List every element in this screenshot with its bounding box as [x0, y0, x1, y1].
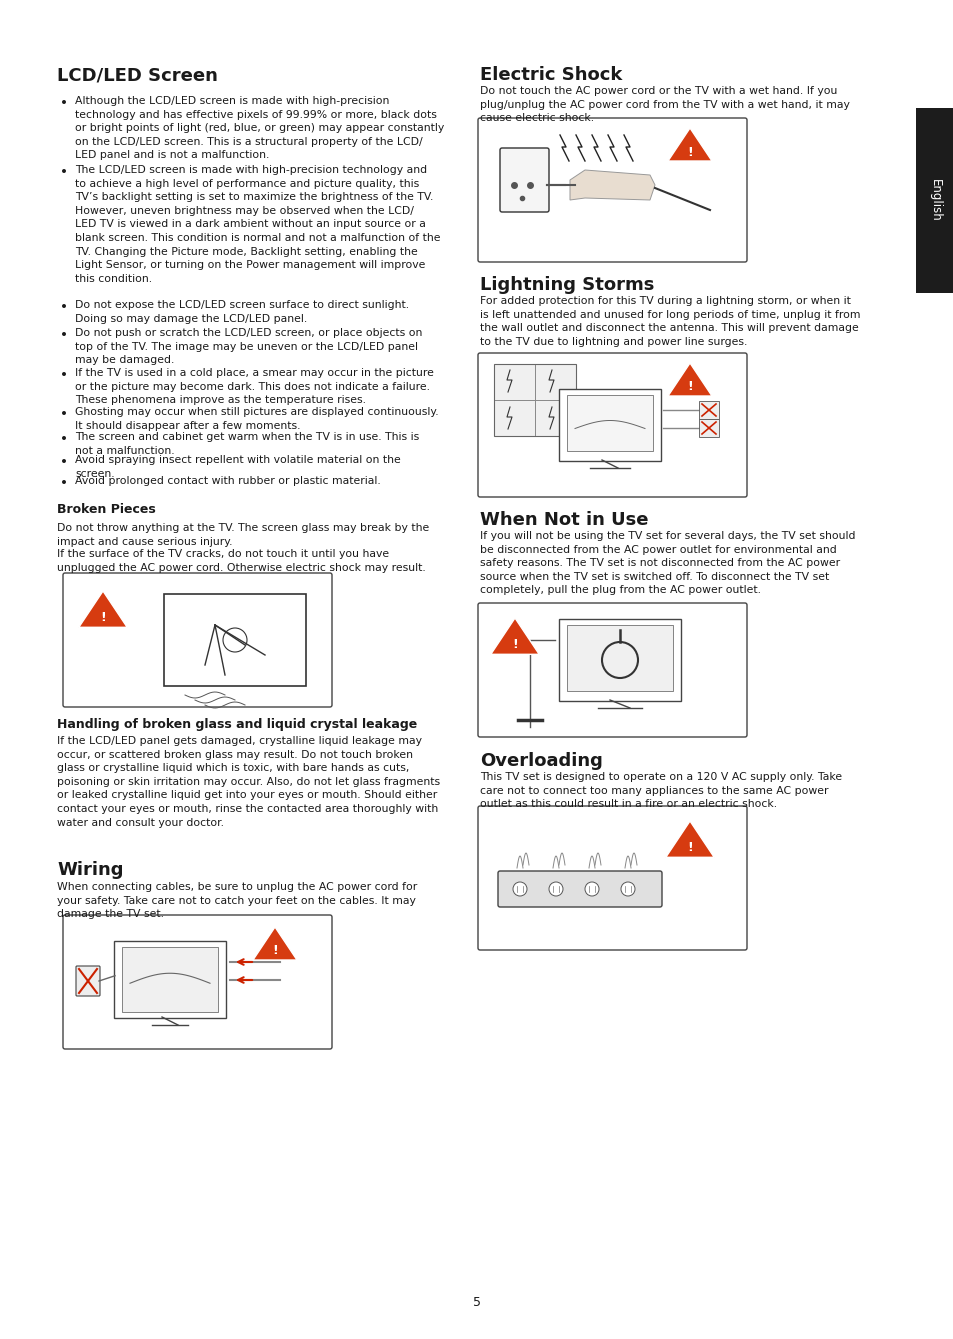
Text: Do not touch the AC power cord or the TV with a wet hand. If you
plug/unplug the: Do not touch the AC power cord or the TV… — [479, 86, 849, 123]
FancyBboxPatch shape — [164, 595, 306, 686]
FancyBboxPatch shape — [699, 400, 719, 419]
FancyBboxPatch shape — [915, 108, 953, 293]
FancyBboxPatch shape — [63, 915, 332, 1048]
Text: •: • — [60, 407, 68, 420]
FancyBboxPatch shape — [499, 149, 548, 212]
Text: Avoid prolonged contact with rubber or plastic material.: Avoid prolonged contact with rubber or p… — [75, 475, 380, 486]
FancyBboxPatch shape — [494, 364, 576, 437]
Text: Overloading: Overloading — [479, 753, 602, 770]
Text: If you will not be using the TV set for several days, the TV set should
be disco: If you will not be using the TV set for … — [479, 532, 855, 596]
Text: 5: 5 — [473, 1296, 480, 1310]
Text: !: ! — [686, 380, 692, 394]
Text: Although the LCD/LED screen is made with high-precision
technology and has effec: Although the LCD/LED screen is made with… — [75, 96, 444, 161]
Circle shape — [513, 882, 526, 896]
FancyBboxPatch shape — [76, 965, 100, 996]
Text: •: • — [60, 300, 68, 315]
Text: When connecting cables, be sure to unplug the AC power cord for
your safety. Tak: When connecting cables, be sure to unplu… — [57, 882, 416, 919]
Text: •: • — [60, 432, 68, 446]
Text: •: • — [60, 368, 68, 382]
Circle shape — [548, 882, 562, 896]
Text: Do not throw anything at the TV. The screen glass may break by the
impact and ca: Do not throw anything at the TV. The scr… — [57, 524, 429, 546]
Text: •: • — [60, 328, 68, 341]
Text: Ghosting may occur when still pictures are displayed continuously.
It should dis: Ghosting may occur when still pictures a… — [75, 407, 438, 431]
Text: Avoid spraying insect repellent with volatile material on the
screen.: Avoid spraying insect repellent with vol… — [75, 455, 400, 478]
FancyBboxPatch shape — [566, 395, 652, 451]
Text: !: ! — [100, 611, 106, 624]
Text: •: • — [60, 455, 68, 469]
FancyBboxPatch shape — [477, 353, 746, 497]
Polygon shape — [253, 927, 296, 960]
Circle shape — [584, 882, 598, 896]
Text: The LCD/LED screen is made with high-precision technology and
to achieve a high : The LCD/LED screen is made with high-pre… — [75, 165, 440, 284]
Text: Do not push or scratch the LCD/LED screen, or place objects on
top of the TV. Th: Do not push or scratch the LCD/LED scree… — [75, 328, 422, 366]
FancyBboxPatch shape — [477, 806, 746, 949]
Text: If the TV is used in a cold place, a smear may occur in the picture
or the pictu: If the TV is used in a cold place, a sme… — [75, 368, 434, 406]
FancyBboxPatch shape — [497, 870, 661, 907]
Polygon shape — [665, 821, 714, 857]
Text: Handling of broken glass and liquid crystal leakage: Handling of broken glass and liquid crys… — [57, 718, 416, 731]
Text: !: ! — [686, 146, 692, 158]
Text: English: English — [927, 179, 941, 222]
FancyBboxPatch shape — [63, 573, 332, 707]
FancyBboxPatch shape — [113, 941, 226, 1018]
Text: For added protection for this TV during a lightning storm, or when it
is left un: For added protection for this TV during … — [479, 296, 860, 347]
Polygon shape — [79, 590, 127, 627]
FancyBboxPatch shape — [122, 947, 218, 1012]
Text: Lightning Storms: Lightning Storms — [479, 276, 654, 295]
Text: !: ! — [512, 637, 517, 651]
Text: •: • — [60, 96, 68, 110]
Text: When Not in Use: When Not in Use — [479, 511, 648, 529]
Circle shape — [620, 882, 635, 896]
Polygon shape — [569, 170, 655, 200]
Text: !: ! — [686, 841, 692, 854]
Text: Electric Shock: Electric Shock — [479, 66, 621, 84]
Text: This TV set is designed to operate on a 120 V AC supply only. Take
care not to c: This TV set is designed to operate on a … — [479, 773, 841, 809]
FancyBboxPatch shape — [477, 603, 746, 736]
Polygon shape — [667, 363, 711, 396]
Text: Broken Pieces: Broken Pieces — [57, 503, 155, 516]
FancyBboxPatch shape — [558, 619, 680, 702]
Text: •: • — [60, 475, 68, 490]
Text: The screen and cabinet get warm when the TV is in use. This is
not a malfunction: The screen and cabinet get warm when the… — [75, 432, 418, 455]
FancyBboxPatch shape — [477, 118, 746, 262]
FancyBboxPatch shape — [566, 625, 672, 691]
Text: Do not expose the LCD/LED screen surface to direct sunlight.
Doing so may damage: Do not expose the LCD/LED screen surface… — [75, 300, 409, 324]
FancyBboxPatch shape — [699, 419, 719, 437]
Text: Wiring: Wiring — [57, 861, 123, 878]
Text: If the LCD/LED panel gets damaged, crystalline liquid leakage may
occur, or scat: If the LCD/LED panel gets damaged, cryst… — [57, 736, 439, 828]
Text: •: • — [60, 165, 68, 179]
Text: !: ! — [272, 944, 277, 957]
Polygon shape — [667, 129, 711, 161]
Text: LCD/LED Screen: LCD/LED Screen — [57, 66, 217, 84]
Text: If the surface of the TV cracks, do not touch it until you have
unplugged the AC: If the surface of the TV cracks, do not … — [57, 549, 425, 573]
Polygon shape — [490, 619, 538, 655]
FancyBboxPatch shape — [558, 390, 660, 461]
